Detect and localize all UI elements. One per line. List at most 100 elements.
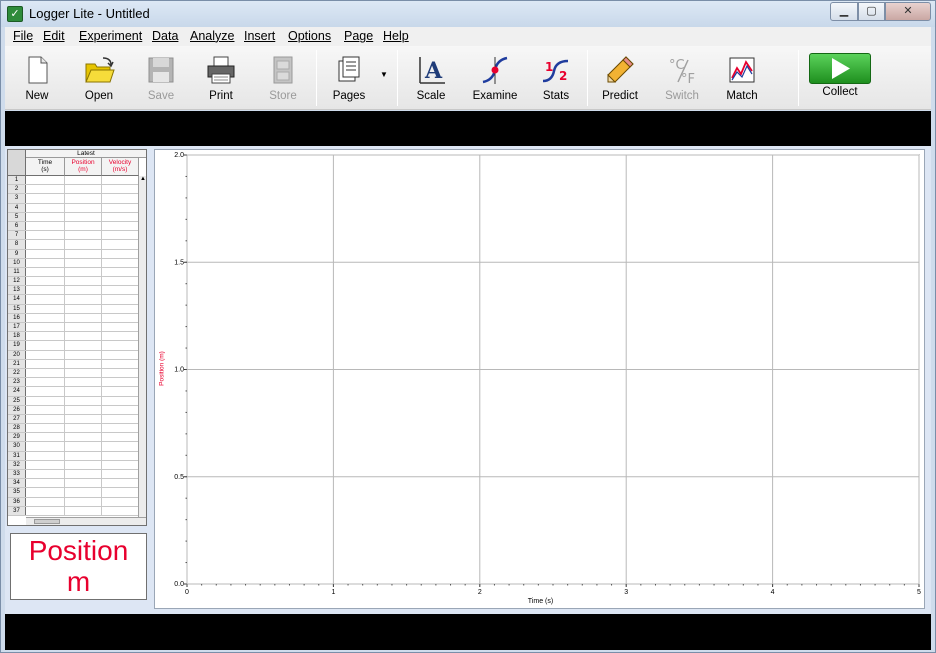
table-cell[interactable] — [102, 378, 139, 387]
table-cell[interactable] — [65, 506, 102, 515]
table-cell[interactable] — [26, 277, 65, 286]
column-header-position[interactable]: Position (m) — [65, 158, 102, 176]
table-cell[interactable] — [65, 460, 102, 469]
table-cell[interactable] — [102, 240, 139, 249]
table-cell[interactable] — [65, 332, 102, 341]
table-cell[interactable] — [26, 460, 65, 469]
table-cell[interactable] — [26, 286, 65, 295]
table-cell[interactable] — [65, 203, 102, 212]
table-cell[interactable] — [102, 203, 139, 212]
table-row[interactable]: 7 — [8, 231, 146, 241]
menu-file[interactable]: File — [13, 29, 34, 43]
table-row[interactable]: 2 — [8, 185, 146, 195]
table-cell[interactable] — [65, 396, 102, 405]
table-cell[interactable] — [26, 258, 65, 267]
table-cell[interactable] — [65, 405, 102, 414]
table-cell[interactable] — [102, 267, 139, 277]
table-cell[interactable] — [65, 323, 102, 332]
table-cell[interactable] — [65, 378, 102, 387]
table-row[interactable]: 37 — [8, 506, 146, 516]
table-row[interactable]: 21 — [8, 359, 146, 369]
table-cell[interactable] — [26, 185, 65, 194]
table-cell[interactable] — [102, 405, 139, 414]
minimize-button[interactable]: ▁ — [830, 2, 858, 21]
table-row[interactable]: 17 — [8, 323, 146, 333]
table-row[interactable]: 30 — [8, 442, 146, 452]
examine-button[interactable]: Examine — [467, 48, 523, 106]
table-cell[interactable] — [102, 194, 139, 203]
table-cell[interactable] — [65, 212, 102, 221]
table-cell[interactable] — [65, 185, 102, 194]
table-cell[interactable] — [102, 442, 139, 451]
table-cell[interactable] — [65, 194, 102, 203]
table-cell[interactable] — [26, 368, 65, 378]
switch-button[interactable]: °C °F Switch — [657, 48, 707, 106]
table-cell[interactable] — [26, 405, 65, 414]
match-button[interactable]: Match — [717, 48, 767, 106]
table-row[interactable]: 6 — [8, 221, 146, 232]
table-cell[interactable] — [65, 497, 102, 506]
data-table[interactable]: Latest Time (s) Position (m) Velocity (m… — [7, 149, 147, 526]
table-cell[interactable] — [26, 304, 65, 313]
table-cell[interactable] — [102, 396, 139, 405]
menu-analyze[interactable]: Analyze — [190, 29, 235, 43]
table-cell[interactable] — [102, 313, 139, 322]
table-row[interactable]: 18 — [8, 332, 146, 342]
table-row[interactable]: 22 — [8, 368, 146, 379]
table-cell[interactable] — [26, 506, 65, 515]
open-button[interactable]: Open — [73, 48, 125, 106]
scrollbar-thumb[interactable] — [34, 519, 60, 524]
table-cell[interactable] — [26, 414, 65, 424]
table-cell[interactable] — [102, 341, 139, 350]
table-row[interactable]: 1 — [8, 176, 146, 186]
table-row[interactable]: 4 — [8, 203, 146, 213]
table-cell[interactable] — [26, 350, 65, 359]
table-cell[interactable] — [102, 387, 139, 396]
table-cell[interactable] — [65, 451, 102, 460]
table-cell[interactable] — [102, 497, 139, 506]
graph-panel[interactable]: 0 1 2 3 4 5 0.0 0.5 1.0 1.5 2.0 Time (s) Position … — [154, 149, 925, 609]
table-cell[interactable] — [102, 295, 139, 304]
scroll-up-icon[interactable]: ▲ — [140, 176, 146, 182]
table-row[interactable]: 36 — [8, 497, 146, 507]
menu-edit[interactable]: Edit — [43, 29, 65, 43]
save-button[interactable]: Save — [137, 48, 185, 106]
close-button[interactable]: ✕ — [885, 2, 931, 21]
table-row[interactable]: 20 — [8, 350, 146, 360]
table-cell[interactable] — [26, 433, 65, 442]
table-cell[interactable] — [102, 424, 139, 433]
table-row[interactable]: 32 — [8, 460, 146, 470]
table-cell[interactable] — [65, 341, 102, 350]
table-cell[interactable] — [65, 258, 102, 267]
menu-experiment[interactable]: Experiment — [79, 29, 143, 43]
table-cell[interactable] — [65, 479, 102, 488]
table-row[interactable]: 33 — [8, 470, 146, 480]
table-cell[interactable] — [65, 304, 102, 313]
table-cell[interactable] — [26, 203, 65, 212]
table-row[interactable]: 25 — [8, 396, 146, 406]
table-cell[interactable] — [102, 433, 139, 442]
predict-button[interactable]: Predict — [595, 48, 645, 106]
table-cell[interactable] — [65, 286, 102, 295]
table-cell[interactable] — [102, 212, 139, 221]
table-cell[interactable] — [26, 221, 65, 231]
table-cell[interactable] — [102, 221, 139, 231]
table-cell[interactable] — [65, 470, 102, 479]
table-cell[interactable] — [102, 488, 139, 497]
table-cell[interactable] — [102, 451, 139, 460]
table-cell[interactable] — [65, 231, 102, 240]
table-cell[interactable] — [102, 470, 139, 479]
table-cell[interactable] — [65, 414, 102, 424]
table-cell[interactable] — [102, 368, 139, 378]
table-cell[interactable] — [65, 176, 102, 185]
table-cell[interactable] — [26, 497, 65, 506]
new-button[interactable]: New — [13, 48, 61, 106]
table-cell[interactable] — [65, 295, 102, 304]
store-button[interactable]: Store — [259, 48, 307, 106]
table-row[interactable]: 28 — [8, 424, 146, 434]
table-cell[interactable] — [26, 359, 65, 368]
table-cell[interactable] — [102, 479, 139, 488]
table-cell[interactable] — [102, 231, 139, 240]
table-cell[interactable] — [65, 442, 102, 451]
table-row[interactable]: 23 — [8, 378, 146, 388]
